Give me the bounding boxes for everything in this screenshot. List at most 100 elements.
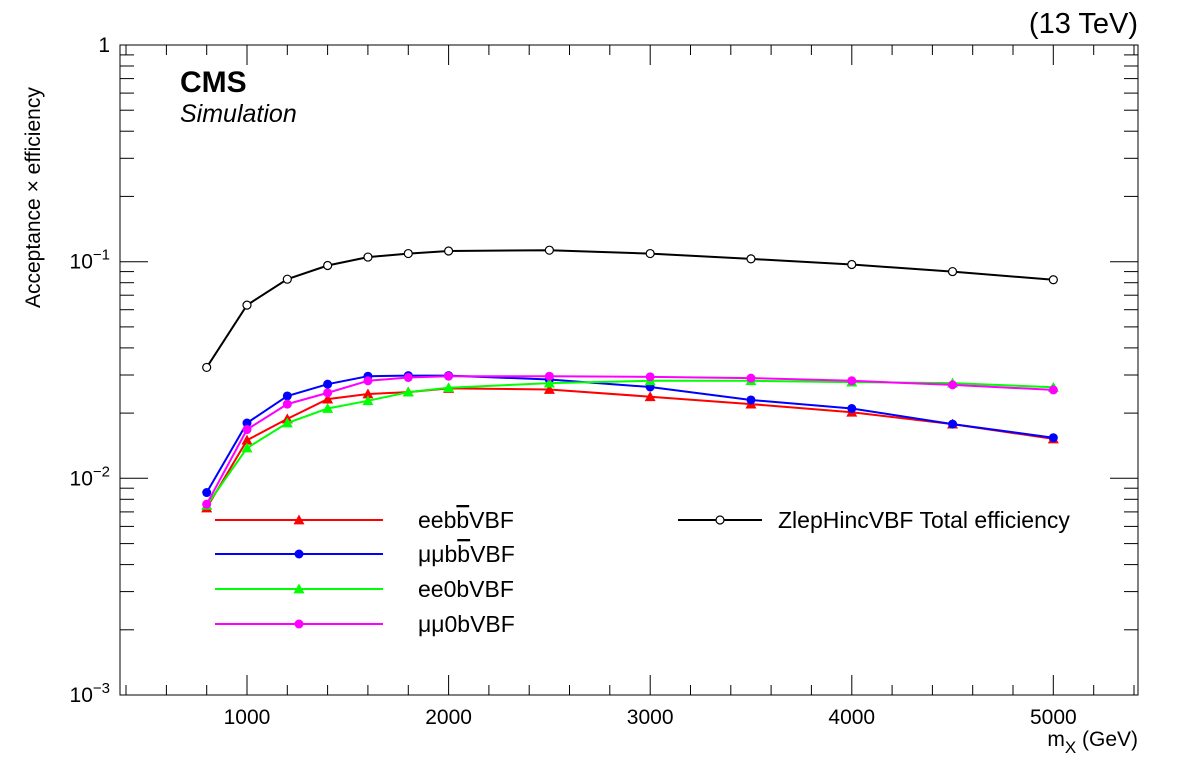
x-tick-label: 1000 <box>224 706 271 729</box>
y-tick-label: 10−3 <box>70 680 110 707</box>
data-point <box>202 488 212 498</box>
legend-marker <box>715 515 725 525</box>
data-point <box>443 246 454 256</box>
data-point <box>847 404 857 414</box>
data-point <box>202 362 212 373</box>
legend-entry: ZlepHincVBF Total efficiency <box>678 507 1070 533</box>
data-point <box>645 248 655 259</box>
x-tick-label: 3000 <box>627 706 674 729</box>
data-point <box>746 254 756 264</box>
data-point <box>282 274 292 284</box>
data-point <box>443 382 455 393</box>
data-point <box>323 379 333 389</box>
y-tick-base: 1 <box>98 34 110 57</box>
series-3 <box>202 371 1058 509</box>
legend-label-part: μμ0bVBF <box>418 611 515 637</box>
legend-label: ZlepHincVBF Total efficiency <box>778 507 1070 533</box>
x-axis-label-sub: X <box>1065 738 1076 757</box>
data-point <box>242 418 252 428</box>
y-tick-base: 10 <box>70 467 93 490</box>
legend-label-part: ZlepHincVBF Total efficiency <box>778 507 1070 533</box>
series-0 <box>201 382 1059 513</box>
x-axis-label: mX (GeV) <box>1047 728 1138 757</box>
axis-ticks <box>120 44 1138 696</box>
x-tick-label: 2000 <box>425 706 472 729</box>
data-point <box>644 391 656 402</box>
data-point <box>403 248 413 259</box>
data-point <box>402 386 414 397</box>
y-tick-label: 10−1 <box>70 247 110 274</box>
legend-entry: eebbVBF <box>215 507 514 533</box>
data-point <box>1048 433 1058 443</box>
x-axis-label-unit: (GeV) <box>1076 728 1138 751</box>
series-4 <box>202 245 1058 373</box>
data-point <box>444 371 454 381</box>
data-point <box>847 259 857 270</box>
simulation-label: Simulation <box>180 100 297 128</box>
legend-label-part: eeb <box>418 507 456 533</box>
data-point <box>403 373 413 383</box>
energy-label: (13 TeV) <box>1029 8 1138 40</box>
data-point <box>543 384 555 394</box>
data-point <box>281 417 293 428</box>
legend-label-part: VBF <box>470 541 515 567</box>
data-point <box>323 388 333 398</box>
legend-label: ee0bVBF <box>418 576 514 602</box>
y-axis-label: Acceptance × efficiency <box>22 87 45 308</box>
data-point <box>645 372 655 382</box>
data-point <box>847 376 857 386</box>
data-point <box>322 403 334 413</box>
plot-frame <box>119 44 1139 696</box>
x-tick-label: 5000 <box>1030 706 1077 729</box>
y-tick-label: 1 <box>98 34 110 57</box>
data-point <box>362 395 374 406</box>
data-point <box>746 395 756 405</box>
legend-label-part: b <box>456 507 469 533</box>
data-point <box>947 266 958 277</box>
series-layer <box>201 245 1059 513</box>
data-point <box>241 434 253 445</box>
data-point <box>1048 385 1058 395</box>
data-point <box>544 371 554 381</box>
legend-label-part: ee0bVBF <box>418 576 514 602</box>
y-tick-exponent: −1 <box>93 247 110 264</box>
data-point <box>282 399 292 409</box>
data-point <box>1048 275 1058 285</box>
legend-entry: ee0bVBF <box>215 576 514 602</box>
legend-label-part: b <box>457 541 470 567</box>
legend-label-part: μμb <box>418 541 457 567</box>
y-tick-exponent: −3 <box>93 680 110 697</box>
data-point <box>544 245 554 255</box>
legend-label: μμbbVBF <box>418 541 515 567</box>
legend: eebbVBFμμbbVBFee0bVBFμμ0bVBFZlepHincVBF … <box>215 507 1070 637</box>
data-point <box>241 442 253 453</box>
series-line <box>205 249 1054 368</box>
legend-label: eebbVBF <box>418 507 514 533</box>
legend-entry: μμbbVBF <box>215 541 515 567</box>
data-point <box>282 391 292 401</box>
data-point <box>242 425 252 435</box>
legend-marker <box>293 583 305 594</box>
series-line <box>205 374 1054 494</box>
data-point <box>746 373 756 383</box>
data-point <box>323 260 333 271</box>
data-point <box>242 300 252 310</box>
x-axis-label-main: m <box>1047 728 1065 751</box>
data-point <box>362 388 374 399</box>
data-point <box>543 377 555 388</box>
legend-entry: μμ0bVBF <box>215 611 515 637</box>
data-point <box>202 499 212 509</box>
legend-label-part: VBF <box>469 507 514 533</box>
series-line <box>205 379 1054 506</box>
data-point <box>363 252 373 262</box>
cms-label: CMS <box>180 66 247 99</box>
data-point <box>948 419 958 429</box>
legend-label: μμ0bVBF <box>418 611 515 637</box>
y-tick-base: 10 <box>70 684 93 707</box>
data-point <box>363 376 373 386</box>
legend-marker <box>294 619 304 629</box>
x-tick-label: 4000 <box>828 706 875 729</box>
legend-marker <box>293 514 305 525</box>
